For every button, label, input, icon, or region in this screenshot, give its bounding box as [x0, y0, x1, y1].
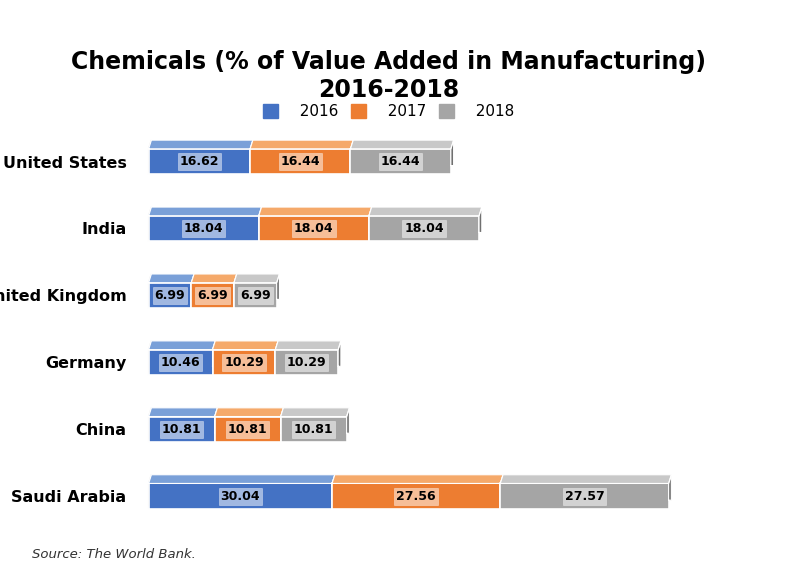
FancyBboxPatch shape [149, 484, 332, 509]
FancyBboxPatch shape [259, 216, 369, 241]
Polygon shape [259, 207, 261, 232]
Polygon shape [351, 140, 353, 166]
Text: 6.99: 6.99 [197, 289, 228, 302]
Polygon shape [451, 140, 454, 166]
Polygon shape [149, 140, 253, 149]
Polygon shape [192, 274, 237, 283]
FancyBboxPatch shape [234, 283, 276, 308]
FancyBboxPatch shape [280, 417, 347, 442]
FancyBboxPatch shape [369, 216, 479, 241]
Polygon shape [280, 408, 349, 417]
FancyBboxPatch shape [501, 484, 668, 509]
Text: 16.62: 16.62 [180, 155, 219, 168]
Polygon shape [479, 207, 482, 232]
FancyBboxPatch shape [149, 417, 215, 442]
FancyBboxPatch shape [149, 149, 250, 174]
Polygon shape [149, 408, 151, 442]
Polygon shape [149, 475, 335, 484]
Polygon shape [276, 341, 278, 366]
Polygon shape [276, 341, 341, 350]
Text: 10.81: 10.81 [162, 423, 201, 436]
Polygon shape [149, 274, 194, 283]
FancyBboxPatch shape [215, 417, 280, 442]
Text: 16.44: 16.44 [381, 155, 421, 168]
Text: 10.29: 10.29 [224, 356, 264, 369]
Polygon shape [501, 475, 503, 500]
Polygon shape [332, 475, 335, 500]
Polygon shape [332, 475, 503, 484]
Text: 10.81: 10.81 [294, 423, 333, 436]
Text: Source: The World Bank.: Source: The World Bank. [32, 548, 196, 561]
FancyBboxPatch shape [351, 149, 451, 174]
Text: 18.04: 18.04 [294, 222, 333, 235]
Text: 18.04: 18.04 [404, 222, 444, 235]
Polygon shape [250, 140, 353, 149]
Polygon shape [369, 207, 482, 216]
FancyBboxPatch shape [192, 283, 234, 308]
Text: 6.99: 6.99 [154, 289, 185, 302]
Text: 6.99: 6.99 [240, 289, 271, 302]
Text: 18.04: 18.04 [184, 222, 223, 235]
FancyBboxPatch shape [332, 484, 501, 509]
Polygon shape [149, 341, 215, 350]
Polygon shape [234, 274, 280, 283]
Polygon shape [668, 475, 672, 500]
Polygon shape [212, 341, 278, 350]
Polygon shape [347, 408, 349, 433]
Polygon shape [250, 140, 253, 166]
Text: 30.04: 30.04 [220, 490, 261, 503]
Legend:   2016,   2017,   2018: 2016, 2017, 2018 [258, 100, 520, 124]
Text: 27.56: 27.56 [396, 490, 436, 503]
FancyBboxPatch shape [212, 350, 276, 375]
Polygon shape [212, 341, 215, 366]
FancyBboxPatch shape [276, 350, 338, 375]
Polygon shape [351, 140, 454, 149]
Polygon shape [215, 408, 218, 433]
Text: 10.81: 10.81 [228, 423, 268, 436]
Polygon shape [149, 140, 151, 174]
Polygon shape [149, 207, 261, 216]
Polygon shape [259, 207, 371, 216]
FancyBboxPatch shape [149, 283, 192, 308]
FancyBboxPatch shape [149, 216, 259, 241]
Polygon shape [149, 475, 151, 509]
Polygon shape [369, 207, 371, 232]
Polygon shape [149, 408, 218, 417]
Text: 27.57: 27.57 [565, 490, 604, 503]
Polygon shape [338, 341, 341, 366]
Polygon shape [149, 207, 151, 241]
Text: 10.46: 10.46 [161, 356, 200, 369]
Polygon shape [501, 475, 672, 484]
Polygon shape [280, 408, 284, 433]
Polygon shape [149, 274, 151, 308]
Title: Chemicals (% of Value Added in Manufacturing)
2016-2018: Chemicals (% of Value Added in Manufactu… [71, 50, 706, 102]
Polygon shape [149, 341, 151, 375]
Text: 16.44: 16.44 [280, 155, 320, 168]
Polygon shape [192, 274, 194, 299]
Polygon shape [234, 274, 237, 299]
FancyBboxPatch shape [149, 350, 212, 375]
Polygon shape [215, 408, 284, 417]
Polygon shape [276, 274, 280, 299]
Text: 10.29: 10.29 [287, 356, 326, 369]
FancyBboxPatch shape [250, 149, 351, 174]
